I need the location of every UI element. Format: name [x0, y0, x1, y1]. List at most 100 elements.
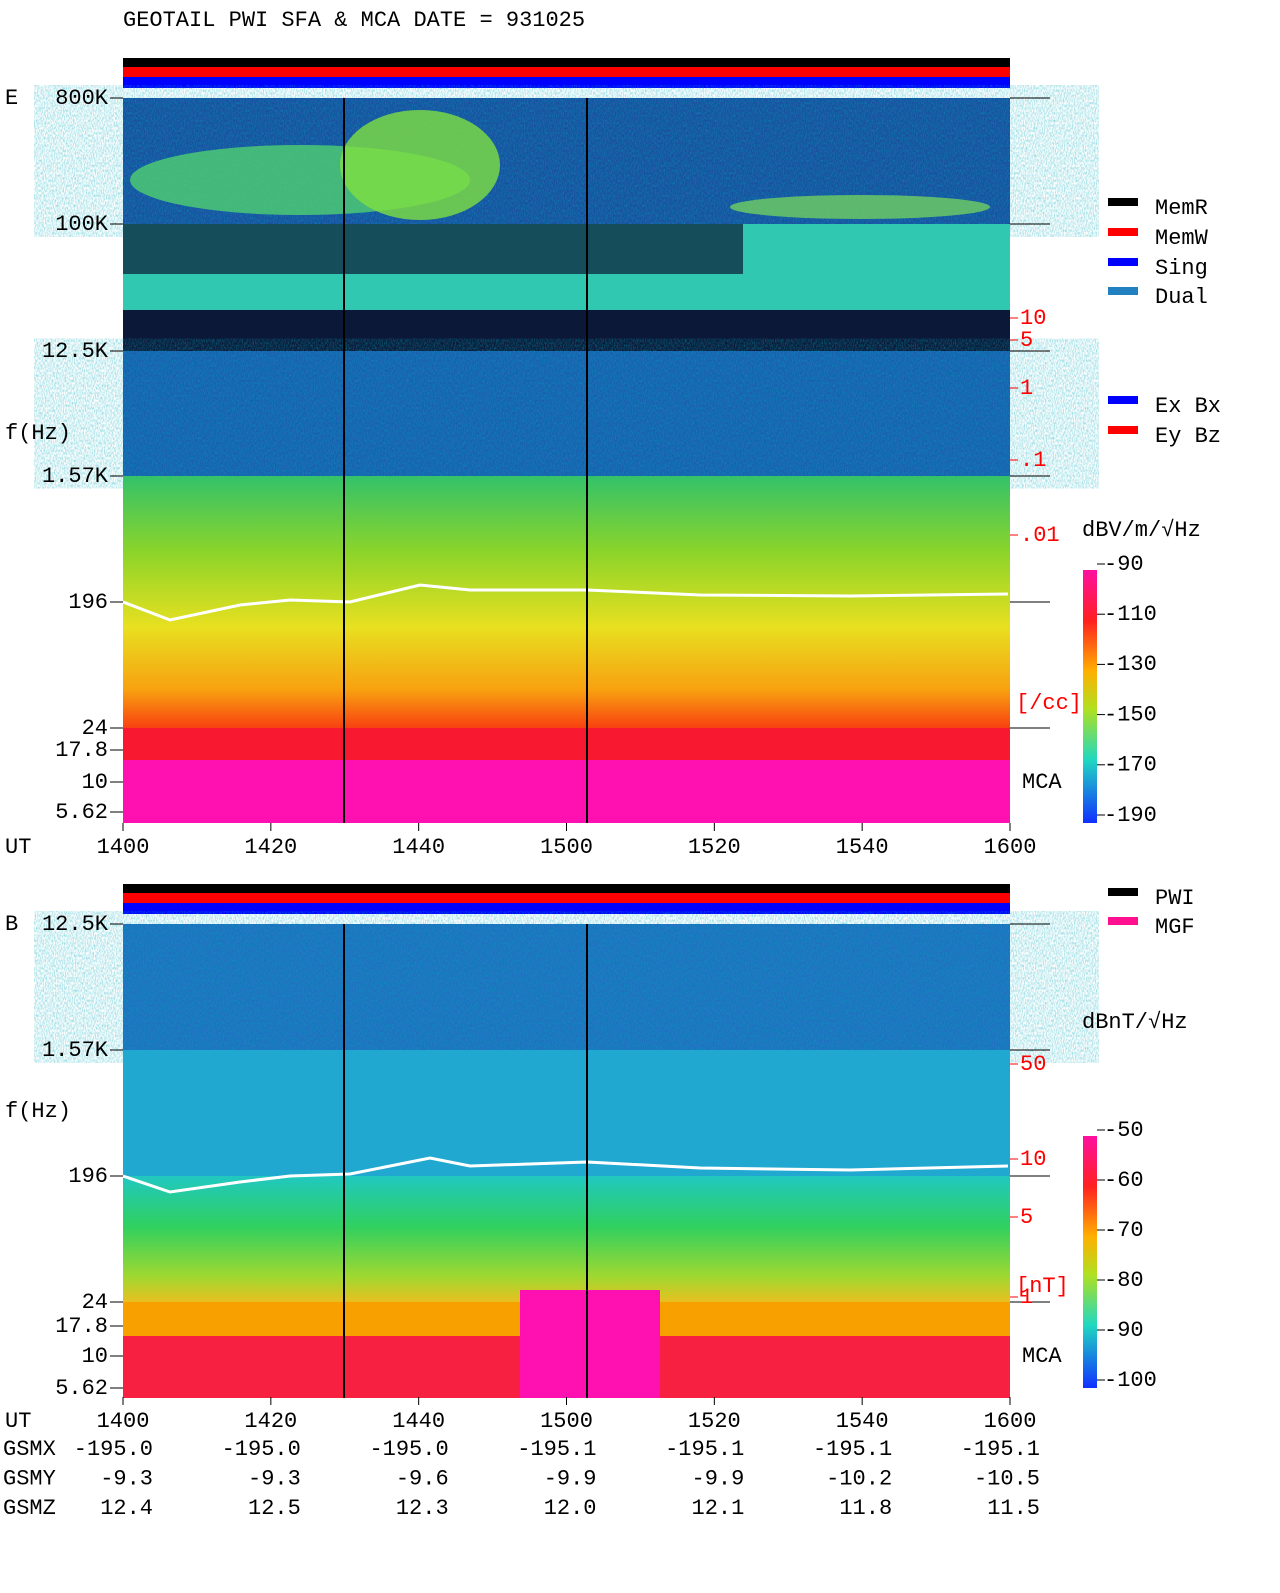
orbit-value: -10.5 [974, 1466, 1040, 1491]
legend-label: MemR [1155, 196, 1208, 221]
x-tick-label: 1540 [836, 1409, 889, 1434]
colorbar [1083, 570, 1097, 823]
orbit-value: -195.1 [813, 1437, 892, 1462]
colorbar-tick-label: -150 [1104, 702, 1157, 727]
x-tick-label: 1500 [540, 835, 593, 860]
legend-label: Sing [1155, 256, 1208, 281]
legend-swatch [1108, 287, 1138, 295]
y-tick-label: 12.5K [42, 339, 109, 364]
right-scale-label: 50 [1020, 1052, 1046, 1077]
orbit-value: -195.1 [665, 1437, 744, 1462]
x-tick-label: 1520 [688, 1409, 741, 1434]
y-tick-label: 196 [68, 1164, 108, 1189]
y-tick-label: 1.57K [42, 1038, 109, 1063]
orbit-value: -195.0 [222, 1437, 301, 1462]
orbit-label: GSMZ [3, 1496, 56, 1521]
panel-label: E [5, 86, 18, 111]
panel-label: B [5, 912, 18, 937]
orbit-value: -9.9 [692, 1466, 745, 1491]
colorbar-tick-label: -170 [1104, 753, 1157, 778]
legend-swatch [1108, 426, 1138, 434]
legend-label: PWI [1155, 886, 1195, 911]
y-tick-label: 10 [82, 1344, 108, 1369]
orbit-value: -9.3 [100, 1466, 153, 1491]
legend-label: Dual [1155, 285, 1208, 310]
y-tick-label: 17.8 [55, 738, 108, 763]
x-tick-label: 1600 [984, 835, 1037, 860]
x-tick-label: 1520 [688, 835, 741, 860]
y-axis-label: f(Hz) [5, 1099, 71, 1124]
colorbar-tick-label: -90 [1104, 1318, 1144, 1343]
y-tick-label: 196 [68, 590, 108, 615]
x-tick-label: 1420 [244, 835, 297, 860]
legend-swatch [1108, 396, 1138, 404]
x-tick-label: 1540 [836, 835, 889, 860]
x-tick-label: 1440 [392, 1409, 445, 1434]
legend-swatch [1108, 258, 1138, 266]
x-tick-label: 1400 [97, 835, 150, 860]
orbit-value: 12.4 [100, 1496, 153, 1521]
colorbar-tick-label: -110 [1104, 602, 1157, 627]
legend-label: MGF [1155, 915, 1195, 940]
right-scale-label: 5 [1020, 1205, 1033, 1230]
orbit-label: GSMX [3, 1437, 56, 1462]
colorbar-tick-label: -60 [1104, 1168, 1144, 1193]
orbit-value: -10.2 [826, 1466, 892, 1491]
x-tick-label: 1500 [540, 1409, 593, 1434]
y-tick-label: 800K [55, 86, 109, 111]
right-scale-label: .01 [1020, 523, 1060, 548]
y-axis-label: f(Hz) [5, 421, 71, 446]
legend-label: Ey Bz [1155, 424, 1221, 449]
y-tick-label: 5.62 [55, 1376, 108, 1401]
y-tick-label: 24 [82, 716, 108, 741]
legend-swatch [1108, 198, 1138, 206]
legend-label: Ex Bx [1155, 394, 1221, 419]
right-scale-label: 10 [1020, 1147, 1046, 1172]
colorbar-tick-label: -50 [1104, 1118, 1144, 1143]
colorbar-tick-label: -80 [1104, 1268, 1144, 1293]
colorbar-tick-label: -130 [1104, 652, 1157, 677]
orbit-value: -9.6 [396, 1466, 449, 1491]
right-scale-label: .1 [1020, 448, 1046, 473]
right-scale-label: 1 [1020, 376, 1033, 401]
mca-label: MCA [1022, 770, 1062, 795]
orbit-value: 11.8 [839, 1496, 892, 1521]
y-tick-label: 100K [55, 212, 109, 237]
x-tick-label: 1400 [97, 1409, 150, 1434]
orbit-value: 12.3 [396, 1496, 449, 1521]
y-tick-label: 1.57K [42, 464, 109, 489]
y-tick-label: 12.5K [42, 912, 109, 937]
colorbar-unit: dBV/m/√Hz [1082, 518, 1201, 543]
y-tick-label: 24 [82, 1290, 108, 1315]
panel-e-image [122, 58, 1010, 823]
x-tick-label: 1420 [244, 1409, 297, 1434]
y-tick-label: 10 [82, 770, 108, 795]
x-axis-label: UT [5, 835, 31, 860]
colorbar [1083, 1136, 1097, 1388]
right-scale-label: 1 [1020, 1285, 1033, 1310]
legend-swatch [1108, 228, 1138, 236]
orbit-value: 12.0 [544, 1496, 597, 1521]
x-tick-label: 1600 [984, 1409, 1037, 1434]
legend-swatch [1108, 888, 1138, 896]
right-unit: [nT] [1016, 1274, 1069, 1299]
colorbar-tick-label: -190 [1104, 803, 1157, 828]
orbit-value: -195.0 [369, 1437, 448, 1462]
orbit-value: -9.9 [544, 1466, 597, 1491]
legend-swatch [1108, 917, 1138, 925]
panel-b-image [122, 884, 1010, 1398]
x-tick-label: 1440 [392, 835, 445, 860]
mca-label: MCA [1022, 1344, 1062, 1369]
colorbar-tick-label: -70 [1104, 1218, 1144, 1243]
x-axis-label: UT [5, 1409, 31, 1434]
legend-label: MemW [1155, 226, 1209, 251]
orbit-value: -195.1 [961, 1437, 1040, 1462]
colorbar-unit: dBnT/√Hz [1082, 1010, 1188, 1035]
orbit-value: -195.0 [74, 1437, 153, 1462]
orbit-value: 11.5 [987, 1496, 1040, 1521]
orbit-value: -195.1 [517, 1437, 596, 1462]
title: GEOTAIL PWI SFA & MCA DATE = 931025 [123, 8, 585, 33]
right-scale-label: 10 [1020, 306, 1046, 331]
